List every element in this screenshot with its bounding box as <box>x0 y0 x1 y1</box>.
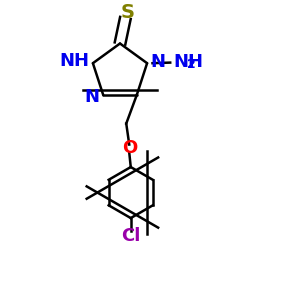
Text: N: N <box>151 53 166 71</box>
Text: NH: NH <box>59 52 89 70</box>
Text: O: O <box>122 139 137 157</box>
Text: N: N <box>85 88 100 106</box>
Text: S: S <box>121 3 135 22</box>
Text: NH: NH <box>173 53 203 71</box>
Text: 2: 2 <box>187 58 196 71</box>
Text: Cl: Cl <box>121 227 140 245</box>
